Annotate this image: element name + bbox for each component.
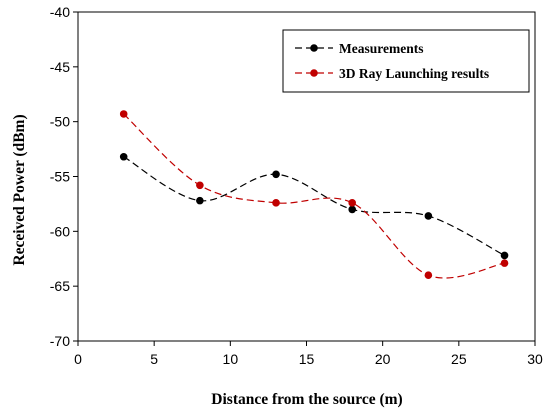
x-tick-label: 10 [223, 351, 239, 367]
legend-marker-0 [310, 44, 318, 52]
y-tick-label: -40 [50, 4, 70, 20]
legend-box [282, 29, 530, 93]
legend-marker-1 [310, 69, 318, 77]
y-tick-label: -45 [50, 59, 70, 75]
data-point [424, 271, 433, 280]
data-point [424, 212, 433, 220]
x-tick-label: 20 [375, 351, 391, 367]
y-tick-label: -55 [50, 169, 70, 185]
y-tick-label: -50 [50, 114, 70, 130]
data-point [500, 251, 509, 260]
data-point [119, 110, 128, 118]
data-point [348, 199, 357, 207]
y-tick-label: -65 [50, 278, 70, 294]
x-tick-label: 0 [74, 351, 82, 367]
y-tick-label: -60 [50, 223, 70, 239]
legend-label-1: 3D Ray Launching results [339, 66, 489, 81]
data-point [272, 199, 280, 207]
x-axis-title: Distance from the source (m) [211, 391, 402, 408]
y-axis-title: Received Power (dBm) [11, 114, 28, 265]
x-tick-label: 15 [299, 351, 315, 367]
series-line-0 [123, 156, 505, 256]
data-point [500, 259, 509, 267]
data-point [196, 181, 204, 190]
x-tick-label: 25 [451, 351, 467, 367]
y-tick-label: -70 [50, 333, 70, 349]
data-point [348, 205, 357, 214]
x-tick-label: 5 [150, 351, 158, 367]
legend-label-0: Measurements [339, 41, 423, 56]
data-point [272, 170, 280, 179]
series-line-1 [123, 113, 505, 279]
x-tick-label: 30 [527, 351, 543, 367]
data-point [196, 196, 204, 205]
data-point [119, 152, 128, 161]
